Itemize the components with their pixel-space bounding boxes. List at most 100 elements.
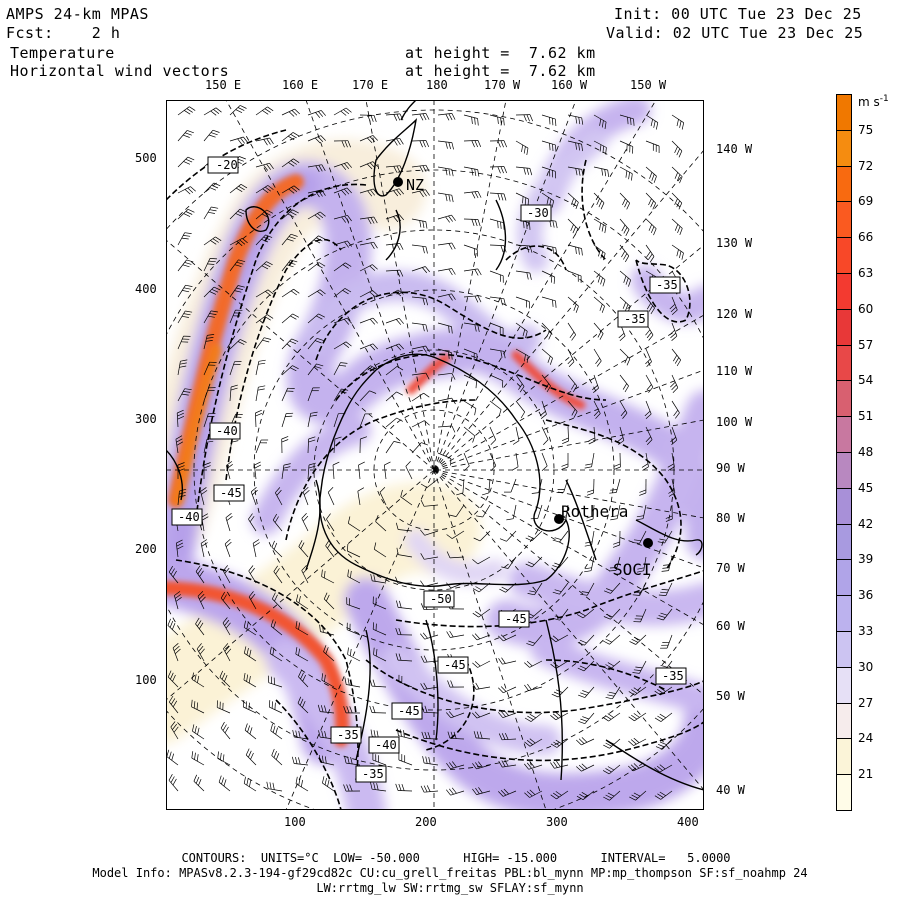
colorbar-swatch [836, 452, 852, 489]
svg-text:-45: -45 [444, 658, 466, 672]
wind-barb-feather [420, 633, 425, 640]
wind-barb-feather [667, 463, 674, 468]
wind-barb-feather [520, 411, 526, 419]
wind-barb-feather [291, 338, 299, 342]
wind-barb-shaft [437, 425, 453, 428]
wind-barb-feather [637, 567, 645, 570]
wind-barb-feather [281, 436, 289, 440]
wind-barb-shaft [531, 530, 543, 542]
wind-barb-shaft [635, 790, 647, 801]
wind-barb-shaft [347, 550, 361, 558]
wind-barb-feather [512, 440, 520, 445]
wind-barb-feather [631, 689, 638, 694]
wind-barb-feather [169, 695, 174, 703]
wind-barb-feather [370, 729, 373, 737]
wind-barb-shaft [671, 218, 683, 229]
wind-barb-feather [633, 763, 640, 769]
wind-barb-feather [578, 143, 580, 151]
wind-barb-shaft [424, 530, 439, 536]
wind-barb-shaft [225, 465, 231, 480]
variable-temperature: Temperature [10, 44, 115, 62]
wind-barb-feather [646, 361, 652, 367]
wind-barb-shaft [554, 764, 569, 769]
wind-barb-shaft [197, 596, 205, 610]
wind-barb-shaft [307, 110, 322, 116]
wind-barb-feather [347, 647, 349, 655]
wind-barb-shaft [385, 391, 397, 402]
wind-barb-feather [303, 489, 310, 496]
wind-barb-shaft [532, 634, 543, 646]
wind-barb-feather [349, 784, 353, 792]
wind-barb-feather [544, 383, 550, 390]
wind-barb-feather [607, 713, 614, 718]
wind-barb-feather [208, 134, 216, 138]
wind-barb-feather [605, 613, 613, 618]
model-info-line2: LW:rrtmg_lw SW:rrtmg_sw SFLAY:sf_mynn [316, 881, 584, 895]
colorbar-swatch [836, 738, 852, 776]
wind-barb-shaft [333, 240, 348, 246]
wind-barb-shaft [359, 135, 374, 142]
wind-barb-feather [525, 537, 533, 542]
jet-maxima [166, 174, 586, 747]
wind-barb-feather [570, 198, 575, 205]
wind-barb-feather [674, 357, 680, 364]
wind-barb-feather [497, 166, 501, 174]
wind-barb-feather [225, 513, 232, 518]
wind-barb-feather [604, 226, 607, 234]
place-label-rothera: Rothera [561, 502, 628, 521]
lon-label-right: 110 W [716, 364, 753, 378]
wind-barb-shaft [411, 218, 426, 222]
wind-barb-feather [623, 227, 628, 234]
wind-barb-feather [519, 386, 525, 393]
wind-barb-feather [248, 591, 254, 598]
wind-barb-shaft [424, 686, 439, 690]
wind-barb-feather [678, 150, 683, 158]
wind-barb-feather [396, 366, 404, 371]
wind-barb-feather [293, 288, 300, 294]
wind-barb-shaft [359, 216, 374, 220]
wind-barb-shaft [541, 452, 548, 467]
wind-barb-feather [524, 684, 529, 691]
wind-barb-feather [550, 762, 555, 769]
wind-barb-feather [199, 648, 205, 655]
wind-barb-feather [220, 752, 222, 760]
wind-barb-feather [295, 647, 298, 655]
wind-barb-feather [297, 696, 302, 704]
wind-barb-feather [527, 561, 535, 566]
wind-barb-feather [221, 777, 225, 785]
wind-barb-feather [504, 732, 509, 740]
wind-barb-shaft [489, 374, 503, 382]
wind-barb-feather [239, 239, 246, 245]
wind-barb-shaft [271, 755, 283, 766]
wind-barb-shaft [269, 706, 283, 714]
wind-barb-shaft [541, 192, 554, 202]
wind-barb-feather [605, 638, 612, 643]
wind-barb-shaft [555, 712, 569, 721]
wind-barb-feather [267, 185, 274, 190]
wind-barb-feather [235, 213, 243, 217]
wind-barb-feather [619, 335, 626, 341]
wind-barb-feather [580, 593, 588, 596]
contour-label: -50 [423, 590, 455, 608]
wind-barb-feather [217, 751, 219, 759]
wind-barb-feather [298, 596, 301, 604]
wind-barb-shaft [332, 464, 335, 480]
wind-barb-shaft [450, 634, 465, 638]
wind-barb-feather [603, 796, 610, 801]
wind-barb-shaft [507, 556, 517, 569]
wind-barb-feather [271, 748, 275, 756]
wind-barb-feather [321, 673, 324, 681]
wind-barb-shaft [385, 188, 400, 194]
wind-barb-feather [477, 325, 480, 332]
wind-barb-feather [639, 489, 647, 493]
wind-barb-feather [327, 779, 330, 787]
wind-barb-feather [186, 108, 193, 113]
wind-barb-feather [197, 675, 200, 683]
wind-barb-shaft [593, 192, 605, 204]
wind-barb-feather [659, 687, 666, 692]
wind-barb-shaft [385, 343, 400, 350]
wind-barb-feather [552, 247, 555, 255]
wind-barb-feather [623, 253, 628, 260]
wind-barb-feather [572, 226, 577, 234]
wind-barb-feather [447, 680, 451, 688]
